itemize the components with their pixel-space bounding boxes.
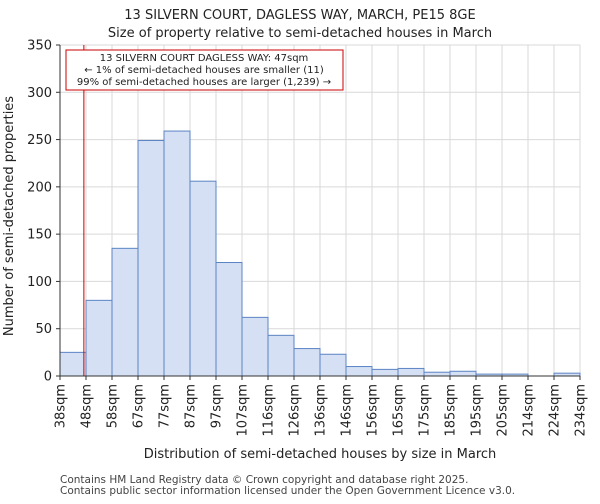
x-tick-label: 205sqm [496,384,511,437]
x-tick-label: 136sqm [314,384,329,437]
bar [423,371,451,377]
x-tick-label: 146sqm [340,384,355,437]
bar [319,353,347,377]
bar [85,299,113,377]
bar [293,348,321,377]
bar [189,180,217,377]
bar [59,351,87,377]
footer-line-1: Contains HM Land Registry data © Crown c… [60,474,468,486]
annotation-line-2: ← 1% of semi-detached houses are smaller… [84,65,324,76]
bar [345,366,373,377]
axes-layer [56,44,581,380]
bar [111,247,139,377]
x-tick-label: 87sqm [184,384,199,428]
bar [215,262,243,377]
bar [267,334,295,377]
bars-layer [59,130,581,377]
annotation-box: 13 SILVERN COURT DAGLESS WAY: 47sqm ← 1%… [65,49,344,91]
x-tick-label: 107sqm [236,384,251,437]
x-tick-label: 58sqm [106,384,121,428]
x-tick-label: 185sqm [444,384,459,437]
bar [371,368,399,377]
x-tick-label: 165sqm [392,384,407,437]
y-tick-label: 150 [27,228,52,243]
x-tick-label: 48sqm [80,384,95,428]
x-tick-label: 97sqm [210,384,225,428]
y-tick-label: 200 [27,180,52,195]
bar [241,316,269,377]
y-tick-label: 300 [27,86,52,101]
y-tick-label: 50 [35,322,52,337]
x-tick-label: 195sqm [470,384,485,437]
y-tick-label: 0 [44,370,52,385]
x-axis-label: Distribution of semi-detached houses by … [144,447,497,462]
x-tick-label: 67sqm [132,384,147,428]
x-tick-label: 234sqm [574,384,589,437]
x-tick-labels: 38sqm 48sqm 58sqm 67sqm 77sqm 87sqm 97sqm 107sq… [54,384,589,437]
x-tick-label: 214sqm [522,384,537,437]
annotation-line-3: 99% of semi-detached houses are larger (… [77,77,331,88]
bar [163,130,191,377]
y-tick-label: 100 [27,275,52,290]
chart-title: 13 SILVERN COURT, DAGLESS WAY, MARCH, PE… [124,8,475,23]
x-tick-label: 175sqm [418,384,433,437]
annotation-line-1: 13 SILVERN COURT DAGLESS WAY: 47sqm [100,53,309,64]
bar [137,140,165,377]
bar [449,370,477,377]
x-tick-label: 77sqm [158,384,173,428]
y-tick-label: 350 [27,39,52,54]
x-tick-label: 156sqm [366,384,381,437]
annotation-border [65,49,344,91]
bar [397,367,425,377]
x-tick-label: 116sqm [262,384,277,437]
chart-subtitle: Size of property relative to semi-detach… [108,26,492,41]
y-tick-labels: 0 50 100 150 200 250 300 350 [27,39,52,385]
y-axis-label: Number of semi-detached properties [2,96,17,336]
y-tick-label: 250 [27,133,52,148]
x-tick-label: 224sqm [548,384,563,437]
x-tick-label: 38sqm [54,384,69,428]
footer-line-2: Contains public sector information licen… [60,485,515,497]
x-tick-label: 126sqm [288,384,303,437]
